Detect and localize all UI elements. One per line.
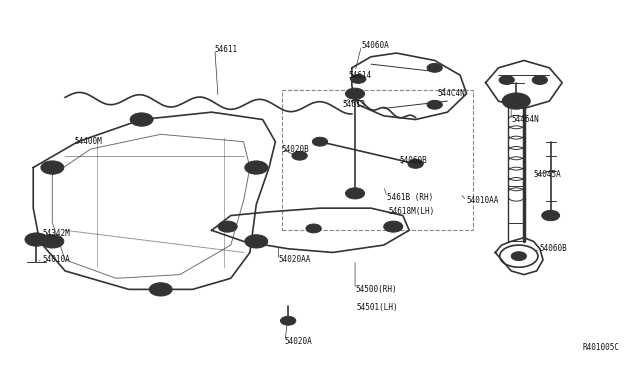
Text: 54060B: 54060B [399,155,428,165]
Circle shape [384,221,403,232]
Circle shape [346,188,365,199]
Circle shape [532,76,547,84]
Text: 54045A: 54045A [534,170,561,179]
Text: 544C4N: 544C4N [438,89,466,98]
Text: 54618M(LH): 54618M(LH) [389,207,435,217]
Circle shape [510,97,523,105]
Circle shape [149,283,172,296]
Text: R401005C: R401005C [582,343,620,352]
Circle shape [218,221,237,232]
Circle shape [46,164,59,171]
Circle shape [130,113,153,126]
Circle shape [41,161,64,174]
Circle shape [284,318,292,323]
Circle shape [154,286,167,293]
Circle shape [541,211,559,221]
Circle shape [351,74,366,83]
Text: 54500(RH): 54500(RH) [355,285,397,294]
Circle shape [41,235,64,248]
Circle shape [312,137,328,146]
Text: 54020AA: 54020AA [278,255,311,264]
Circle shape [346,88,365,99]
Circle shape [46,238,59,245]
Text: 54060B: 54060B [540,244,568,253]
Text: 54400M: 54400M [75,137,102,146]
Circle shape [296,154,303,158]
Circle shape [499,76,515,84]
Text: 54020A: 54020A [285,337,313,346]
Text: 54501(LH): 54501(LH) [357,303,399,312]
Circle shape [245,161,268,174]
Text: 54010A: 54010A [43,255,70,264]
Circle shape [427,100,442,109]
Circle shape [408,160,423,168]
Text: 54464N: 54464N [511,115,539,124]
Text: 54611: 54611 [215,45,238,54]
Circle shape [25,233,48,246]
Circle shape [31,237,42,243]
Circle shape [245,235,268,248]
Circle shape [427,63,442,72]
Circle shape [250,164,262,171]
Circle shape [292,151,307,160]
Text: 54020B: 54020B [282,145,310,154]
Text: 54010AA: 54010AA [467,196,499,205]
Text: 54614: 54614 [349,71,372,80]
Text: 54342M: 54342M [43,230,70,238]
Text: 5461B (RH): 5461B (RH) [387,193,433,202]
Circle shape [306,224,321,233]
Circle shape [280,316,296,325]
Text: 54060A: 54060A [362,41,389,50]
Circle shape [250,238,262,245]
Circle shape [135,116,148,123]
Circle shape [511,252,527,260]
Bar [282,90,473,230]
Circle shape [502,93,531,109]
Text: 54613: 54613 [342,100,365,109]
